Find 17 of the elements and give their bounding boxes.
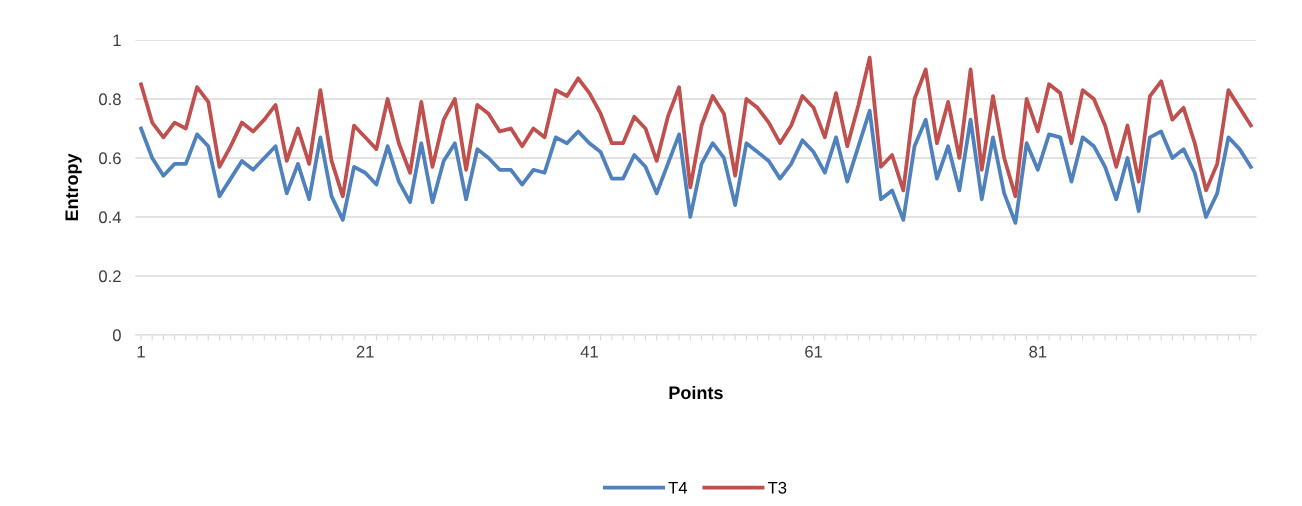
x-tick-label: 81 (1029, 345, 1047, 358)
y-axis-title: Entropy (65, 153, 82, 221)
x-tick-label: 61 (805, 345, 823, 358)
y-tick-label: 0 (112, 329, 121, 342)
y-tick-label: 0.6 (99, 152, 121, 165)
x-tick-label: 1 (137, 346, 145, 358)
y-tick-label: 1 (113, 34, 121, 47)
legend-label: T3 (767, 481, 787, 494)
x-tick-label: 21 (356, 345, 374, 358)
x-tick-label: 41 (580, 346, 598, 358)
legend-label: T4 (668, 482, 688, 494)
y-tick-label: 0.8 (99, 93, 121, 106)
y-tick-label: 0.4 (99, 211, 122, 224)
y-tick-label: 0.2 (99, 270, 121, 283)
line-series (139, 55, 1253, 199)
line-series (139, 108, 1253, 225)
x-axis-title: Points (669, 385, 723, 400)
